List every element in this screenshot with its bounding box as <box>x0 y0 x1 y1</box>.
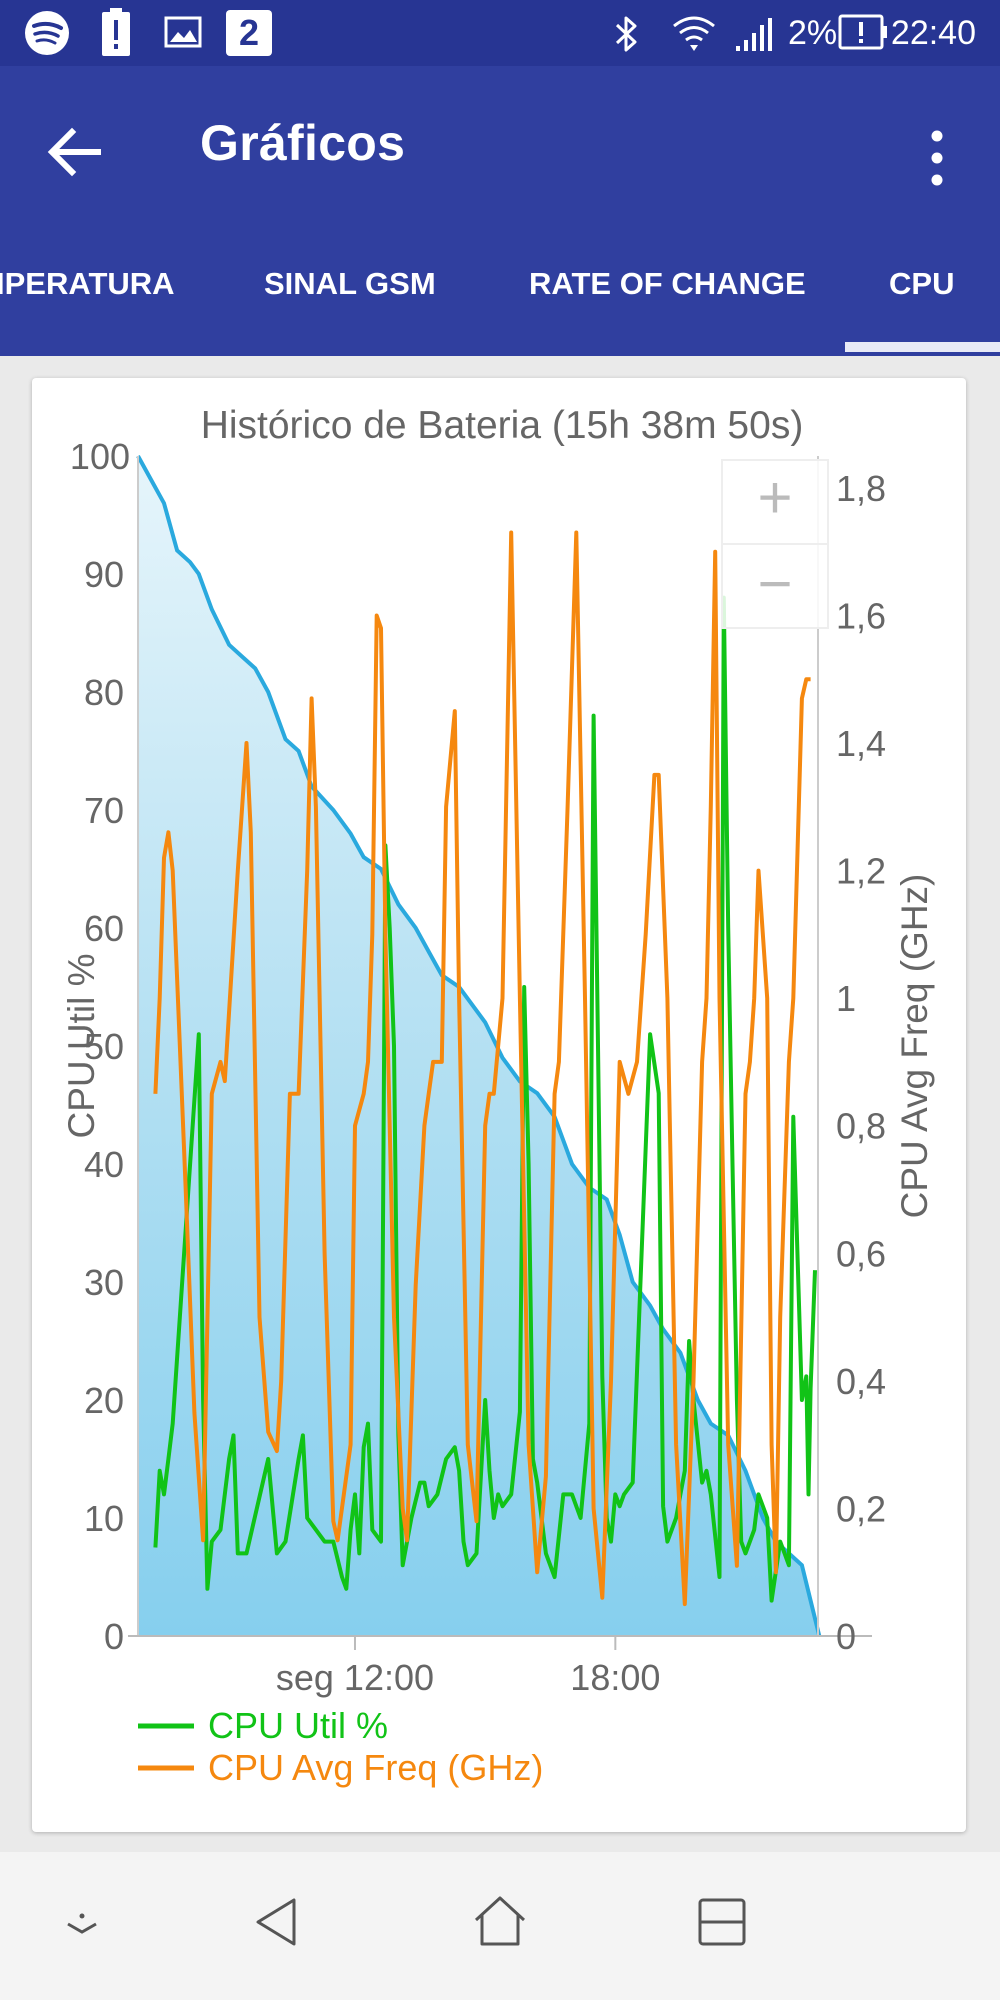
battery-area <box>138 456 820 1636</box>
zoom-out-icon: − <box>757 550 792 617</box>
right-tick-label: 1 <box>836 978 856 1019</box>
spotify-icon <box>25 11 69 55</box>
bluetooth-icon <box>615 16 637 52</box>
home-icon[interactable] <box>460 1882 540 1962</box>
battery-percentage: 2% <box>788 14 838 52</box>
chart-legend: CPU Util % CPU Avg Freq (GHz) <box>138 1705 543 1788</box>
legend-label-cpu-util: CPU Util % <box>208 1705 388 1746</box>
right-tick-label: 1,4 <box>836 723 886 764</box>
right-tick-label: 0,2 <box>836 1488 886 1529</box>
wifi-icon <box>673 16 715 51</box>
tab-cpu[interactable]: CPU <box>889 266 955 301</box>
right-tick-label: 1,2 <box>836 851 886 892</box>
left-tick-label: 60 <box>84 908 124 949</box>
right-tick-label: 1,6 <box>836 595 886 636</box>
left-axis-title: CPU Util % <box>61 953 102 1138</box>
right-tick-label: 0 <box>836 1616 856 1657</box>
back-arrow-icon[interactable] <box>38 112 118 192</box>
back-nav-icon[interactable] <box>236 1882 316 1962</box>
left-tick-label: 20 <box>84 1380 124 1421</box>
status-bar: 2 2% 22:40 <box>0 0 1000 66</box>
system-nav-bar <box>0 1852 1000 2000</box>
chart-card: 0 10 20 30 40 50 60 70 80 90 100 0 0,2 0,4 0,6 0,8 1 1,2… <box>32 378 966 1832</box>
zoom-controls: + − <box>721 459 829 629</box>
recent-apps-icon[interactable] <box>682 1882 762 1962</box>
app-bar: Gráficos IPERATURA SINAL GSM RATE OF CHA… <box>0 66 1000 356</box>
right-tick-label: 0,6 <box>836 1233 886 1274</box>
collapse-down-icon[interactable] <box>42 1882 122 1962</box>
x-tick-label: 18:00 <box>570 1657 660 1698</box>
tab-rate-of-change[interactable]: RATE OF CHANGE <box>529 266 806 301</box>
overflow-menu-icon[interactable] <box>912 118 962 198</box>
left-tick-label: 10 <box>84 1498 124 1539</box>
page-title: Gráficos <box>200 115 406 171</box>
battery-icon <box>838 14 887 50</box>
series-cpu-freq-line <box>153 530 811 1607</box>
tab-sinal-gsm[interactable]: SINAL GSM <box>264 266 436 301</box>
x-tick-label: seg 12:00 <box>276 1657 434 1698</box>
left-tick-label: 0 <box>104 1616 124 1657</box>
right-tick-label: 1,8 <box>836 468 886 509</box>
x-tick-labels: seg 12:00 18:00 <box>276 1636 660 1698</box>
legend-label-cpu-freq: CPU Avg Freq (GHz) <box>208 1747 543 1788</box>
left-tick-label: 40 <box>84 1144 124 1185</box>
left-tick-label: 100 <box>70 436 130 477</box>
zoom-in-button[interactable] <box>721 459 829 545</box>
chart-title: Histórico de Bateria (15h 38m 50s) <box>201 404 804 447</box>
left-tick-label: 90 <box>84 554 124 595</box>
left-tick-label: 30 <box>84 1262 124 1303</box>
tab-temperatura[interactable]: IPERATURA <box>0 266 175 301</box>
battery-alert-icon <box>102 8 130 56</box>
right-tick-label: 0,8 <box>836 1106 886 1147</box>
clock: 22:40 <box>890 14 976 52</box>
notification-badge-icon: 2 <box>226 10 272 56</box>
right-tick-labels: 0 0,2 0,4 0,6 0,8 1 1,2 1,4 1,6 1,8 <box>836 468 886 1657</box>
right-axis-title: CPU Avg Freq (GHz) <box>894 874 935 1219</box>
image-icon <box>164 16 202 48</box>
zoom-in-icon: + <box>757 464 792 531</box>
signal-icon <box>736 18 772 51</box>
series-cpu-util-line <box>153 595 817 1603</box>
battery-line <box>136 455 822 1637</box>
battery-history-chart[interactable]: 0 10 20 30 40 50 60 70 80 90 100 0 0,2 0,4 0,6 0,8 1 1,2… <box>32 378 966 1832</box>
left-tick-label: 70 <box>84 790 124 831</box>
zoom-out-button[interactable] <box>721 543 829 629</box>
left-tick-label: 80 <box>84 672 124 713</box>
right-tick-label: 0,4 <box>836 1361 886 1402</box>
left-tick-labels: 0 10 20 30 40 50 60 70 80 90 100 <box>70 436 130 1657</box>
left-tick-label: 50 <box>84 1026 124 1067</box>
tab-indicator <box>845 342 1000 352</box>
